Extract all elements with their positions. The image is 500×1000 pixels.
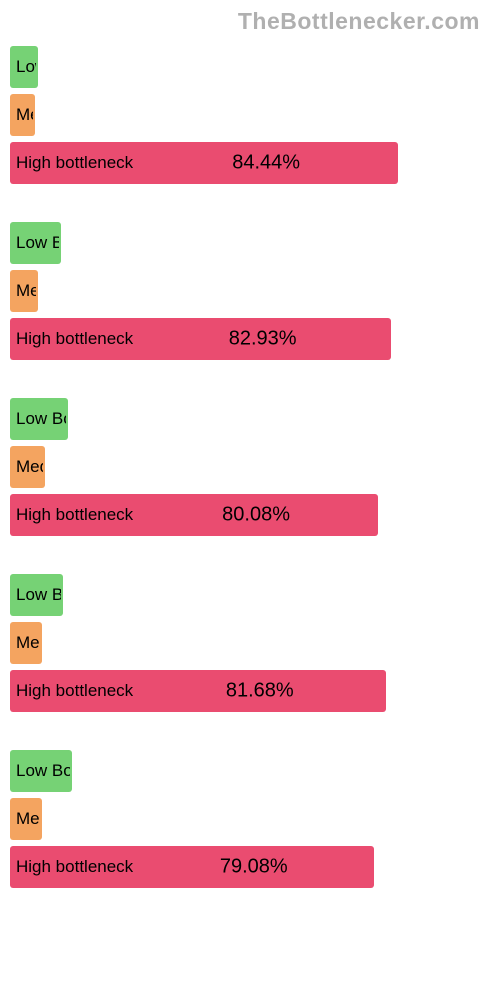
bar-row: Low Bottleneck [10,222,470,264]
chart-group: Low Bottleneck Medium bottleneck High bott… [10,750,470,888]
bar-row: Medium bottleneck [10,622,470,664]
bar-row: High bottleneck 80.08% [10,494,470,536]
bar-row: High bottleneck 84.44% [10,142,470,184]
bar-row: Low Bottleneck [10,750,470,792]
watermark-text: TheBottlenecker.com [238,8,480,35]
medium-bar-label: Medium bottleneck [16,457,43,477]
medium-bar-label: Medium bottleneck [16,809,40,829]
bottleneck-chart: Low Bottleneck Medium bottleneck High bott… [0,46,500,888]
high-value-label: 79.08% [220,856,288,879]
high-bar-label: High bottleneck [16,505,133,525]
bar-row: Medium bottleneck [10,446,470,488]
bar-row: High bottleneck 81.68% [10,670,470,712]
low-bar-label: Low Bottleneck [16,585,61,605]
chart-group: Low Bottleneck Medium bottleneck High bott… [10,574,470,712]
low-bar-label: Low Bottleneck [16,761,70,781]
high-bar-label: High bottleneck [16,153,133,173]
high-bar-label: High bottleneck [16,681,133,701]
high-bar-label: High bottleneck [16,329,133,349]
low-bar-label: Low Bottleneck [16,233,59,253]
bar-row: Medium bottleneck [10,798,470,840]
low-bar-label: Low Bottleneck [16,57,36,77]
chart-group: Low Bottleneck Medium bottleneck High bott… [10,398,470,536]
bar-row: Medium bottleneck [10,270,470,312]
bar-row: High bottleneck 79.08% [10,846,470,888]
watermark-area: TheBottlenecker.com [0,0,500,46]
bar-row: High bottleneck 82.93% [10,318,470,360]
medium-bar-label: Medium bottleneck [16,633,40,653]
bar-row: Medium bottleneck [10,94,470,136]
bar-row: Low Bottleneck [10,574,470,616]
high-bar-label: High bottleneck [16,857,133,877]
bar-row: Low Bottleneck [10,398,470,440]
high-value-label: 82.93% [229,328,297,351]
high-value-label: 81.68% [226,680,294,703]
high-value-label: 84.44% [232,152,300,175]
bar-row: Low Bottleneck [10,46,470,88]
medium-bar-label: Medium bottleneck [16,281,36,301]
medium-bar-label: Medium bottleneck [16,105,33,125]
chart-group: Low Bottleneck Medium bottleneck High bott… [10,46,470,184]
high-value-label: 80.08% [222,504,290,527]
chart-group: Low Bottleneck Medium bottleneck High bott… [10,222,470,360]
low-bar-label: Low Bottleneck [16,409,66,429]
